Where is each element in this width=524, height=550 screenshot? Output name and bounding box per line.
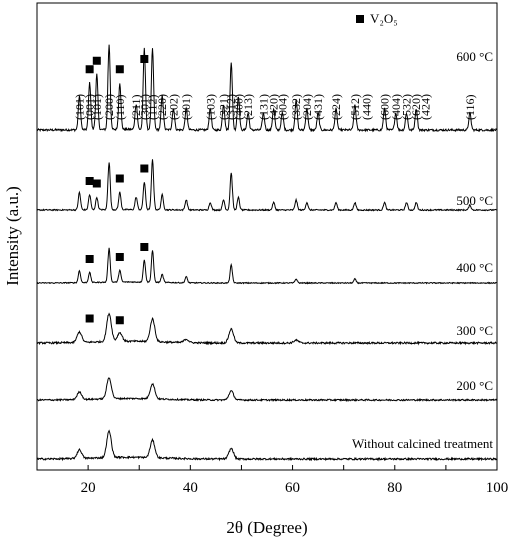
v2o5-marker	[140, 55, 149, 63]
hkl-label: (211)	[129, 94, 143, 120]
hkl-label: (321)	[217, 94, 231, 120]
series-label: 600 °C	[456, 49, 493, 64]
hkl-label: (620)	[409, 94, 423, 120]
v2o5-marker	[115, 174, 124, 183]
hkl-label: (001)	[83, 94, 97, 120]
x-ticks: 20 40 60 80 100	[36, 465, 509, 496]
hkl-label: (404)	[389, 94, 403, 120]
legend-label: V₂O₅	[370, 11, 398, 26]
x-tick-label: 60	[285, 480, 300, 496]
series-label: 300 °C	[456, 323, 493, 338]
v2o5-marker	[115, 65, 124, 74]
hkl-label: (004)	[275, 94, 289, 120]
hkl-label: (301)	[179, 94, 193, 120]
hkl-label: (224)	[329, 94, 343, 120]
hkl-label: (101)	[90, 94, 104, 120]
hkl-label: (301)	[137, 94, 151, 120]
v2o5-markers	[85, 55, 149, 325]
v2o5-marker	[92, 179, 101, 188]
series-label: 400 °C	[456, 260, 493, 275]
xrd-trace	[36, 377, 498, 403]
hkl-label: (202)	[167, 94, 181, 120]
x-tick-label: 20	[81, 480, 96, 496]
hkl-label: (112)	[146, 94, 160, 120]
hkl-label: (400)	[231, 94, 245, 120]
xrd-trace	[36, 44, 498, 133]
series-label: Without calcined treatment	[352, 436, 493, 451]
hkl-label: (532)	[400, 94, 414, 120]
v2o5-marker	[85, 65, 94, 74]
v2o5-marker	[85, 314, 94, 323]
xrd-trace	[36, 312, 498, 346]
hkl-label: (512)	[348, 94, 362, 120]
hkl-label: (220)	[155, 94, 169, 120]
series-label: 500 °C	[456, 193, 493, 208]
hkl-label: (424)	[418, 94, 432, 120]
hkl-label: (213)	[241, 94, 255, 120]
y-axis-title: Intensity (a.u.)	[3, 186, 22, 286]
hkl-labels: (101)(001)(101)(200)(110) (211)(301)(112)…	[72, 94, 477, 120]
v2o5-marker	[85, 255, 94, 263]
x-tick-label: 100	[486, 480, 509, 496]
v2o5-marker	[92, 56, 101, 65]
hkl-label: (312)	[224, 94, 238, 120]
v2o5-marker	[140, 243, 149, 251]
x-axis-title: 2θ (Degree)	[226, 518, 307, 537]
hkl-label: (332)	[289, 94, 303, 120]
hkl-label: (204)	[300, 94, 314, 120]
hkl-label: (116)	[463, 94, 477, 120]
hkl-label: (101)	[72, 94, 86, 120]
x-tick-label: 40	[183, 480, 198, 496]
hkl-label: (103)	[203, 94, 217, 120]
plot-frame	[36, 2, 498, 471]
v2o5-marker	[115, 253, 124, 261]
hkl-label: (200)	[102, 94, 116, 120]
hkl-label: (420)	[267, 94, 281, 120]
traces	[36, 44, 498, 462]
hkl-label: (110)	[113, 94, 127, 120]
hkl-label: (431)	[311, 94, 325, 120]
v2o5-marker	[115, 316, 124, 325]
series-labels: 600 °C 500 °C 400 °C 300 °C 200 °C Without ca…	[352, 49, 493, 451]
x-tick-label: 80	[387, 480, 402, 496]
legend: V₂O₅	[356, 11, 398, 26]
xrd-trace	[37, 247, 498, 285]
hkl-label: (440)	[360, 94, 374, 120]
v2o5-marker	[140, 164, 149, 173]
xrd-trace	[37, 429, 498, 462]
series-label: 200 °C	[456, 378, 493, 393]
xrd-trace	[36, 159, 498, 212]
legend-symbol	[356, 15, 364, 23]
hkl-label: (600)	[378, 94, 392, 120]
v2o5-marker	[85, 177, 94, 185]
hkl-label: (131)	[256, 94, 270, 120]
